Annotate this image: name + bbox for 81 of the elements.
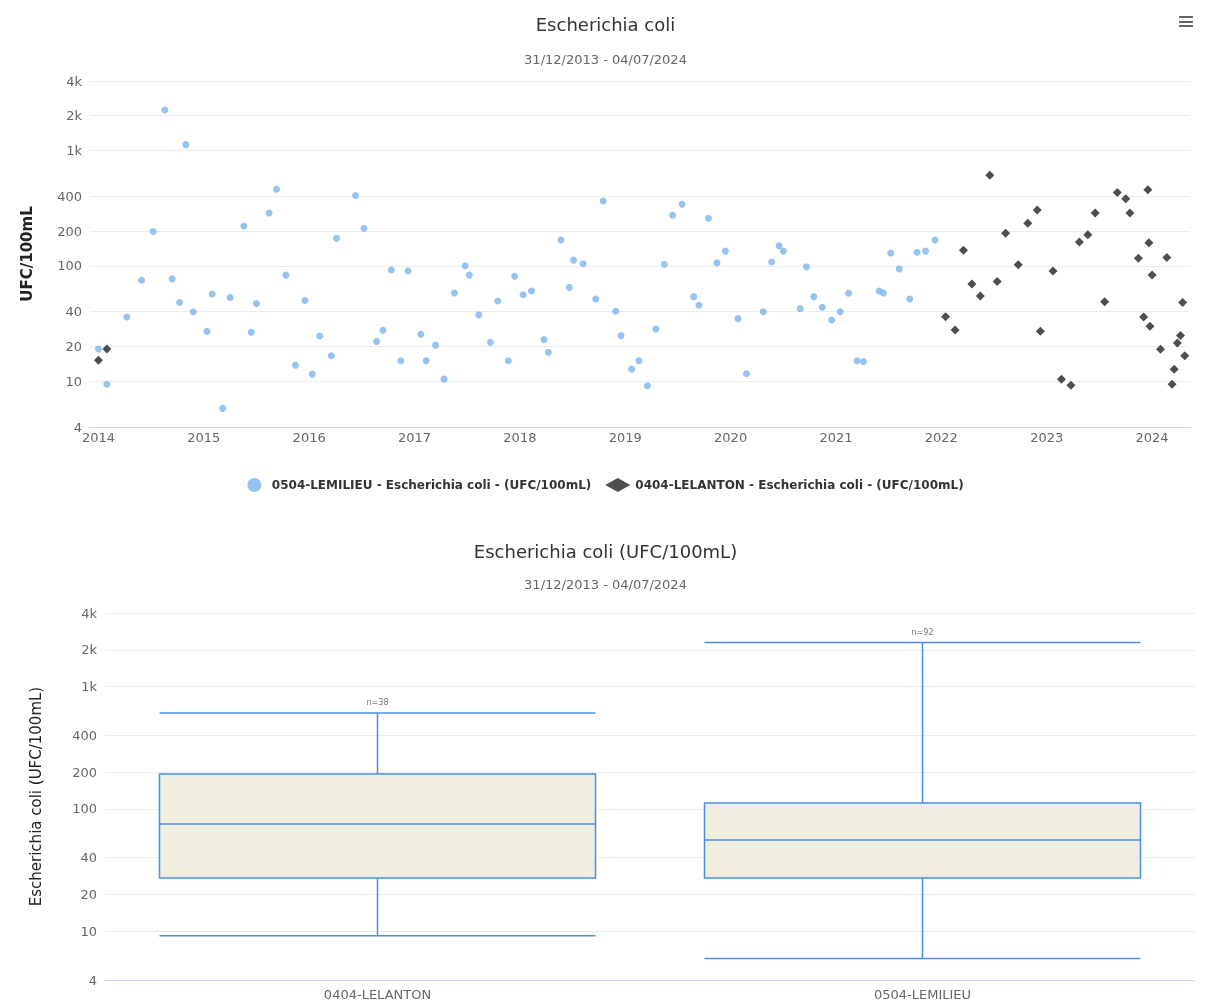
y-tick-label: 2k <box>66 108 83 124</box>
x-tick-label: 2018 <box>503 430 537 445</box>
chart-subtitle: 31/12/2013 - 04/07/2024 <box>524 52 687 67</box>
y-tick-label: 4 <box>73 419 82 435</box>
point <box>1066 380 1076 390</box>
y-tick-label: 10 <box>80 923 97 939</box>
point <box>1143 185 1153 195</box>
point <box>941 312 951 322</box>
y-tick-label: 4 <box>88 972 97 988</box>
x-tick-label: 0404-LELANTON <box>323 987 432 1002</box>
y-tick-label: 100 <box>57 258 82 274</box>
point <box>102 344 112 354</box>
x-tick-label: 2024 <box>1135 430 1169 445</box>
point <box>1001 228 1011 238</box>
point <box>1013 260 1023 270</box>
point <box>1139 312 1149 322</box>
chart-subtitle: 31/12/2013 - 04/07/2024 <box>524 577 687 592</box>
point <box>1178 298 1188 308</box>
point <box>1172 338 1182 348</box>
x-tick-label: 2022 <box>924 430 958 445</box>
point <box>985 170 995 180</box>
point <box>1162 252 1172 262</box>
point <box>1169 364 1179 374</box>
point <box>1100 297 1110 307</box>
annotation: n=92 <box>911 627 934 637</box>
point <box>1125 208 1135 218</box>
x-tick-label: 2023 <box>1030 430 1064 445</box>
point <box>1074 237 1084 247</box>
y-tick-label: 10 <box>65 373 82 389</box>
y-tick-label: 4k <box>66 73 83 89</box>
point <box>950 325 960 335</box>
chart-title: Escherichia coli <box>535 13 676 35</box>
annotation: n=38 <box>366 698 389 708</box>
legend-label: 0504-LEMILIEU - Escherichia coli - (UFC/100mL) <box>271 478 592 492</box>
point <box>1035 326 1045 336</box>
point <box>1121 194 1131 204</box>
y-tick-label: 400 <box>72 727 97 743</box>
point <box>1090 208 1100 218</box>
chart-title: Escherichia coli (UFC/100mL) <box>473 540 738 562</box>
x-tick-label: 2014 <box>81 430 115 445</box>
y-tick-label: 100 <box>72 801 97 817</box>
point <box>958 245 968 255</box>
y-axis-title: Escherichia coli (UFC/100mL) <box>26 686 45 907</box>
legend-label: 0404-LELANTON - Escherichia coli - (UFC/100mL) <box>635 478 964 492</box>
point <box>1145 321 1155 331</box>
x-tick-label: 2019 <box>608 430 642 445</box>
point <box>93 355 103 365</box>
point <box>1147 270 1157 280</box>
point <box>1112 188 1122 198</box>
point <box>1083 230 1093 240</box>
point <box>1048 266 1058 276</box>
y-tick-label: 40 <box>80 850 97 866</box>
point <box>1176 331 1186 341</box>
point <box>1032 205 1042 215</box>
y-tick-label: 2k <box>81 642 98 658</box>
y-axis-title: UFC/100mL <box>17 205 36 302</box>
x-tick-label: 2020 <box>714 430 748 445</box>
point <box>1056 374 1066 384</box>
x-tick-label: 2015 <box>187 430 221 445</box>
y-tick-label: 40 <box>65 304 82 320</box>
x-tick-label: 2017 <box>397 430 432 445</box>
point <box>1180 351 1190 361</box>
x-tick-label: 2021 <box>819 430 853 445</box>
y-tick-label: 1k <box>81 679 98 695</box>
y-tick-label: 20 <box>80 886 97 902</box>
point <box>1144 238 1154 248</box>
y-tick-label: 200 <box>72 764 97 780</box>
y-tick-label: 4k <box>81 605 98 621</box>
point <box>1167 379 1177 389</box>
point <box>992 277 1002 287</box>
point <box>1023 218 1033 228</box>
x-tick-label: 0504-LEMILIEU <box>873 987 972 1002</box>
y-tick-label: 20 <box>65 338 82 354</box>
x-tick-label: 2016 <box>292 430 326 445</box>
y-tick-label: 200 <box>57 223 82 239</box>
y-tick-label: 1k <box>66 142 83 158</box>
point <box>975 291 985 301</box>
point <box>967 279 977 289</box>
point <box>1133 253 1143 263</box>
y-tick-label: 400 <box>57 188 82 204</box>
point <box>1156 344 1165 354</box>
